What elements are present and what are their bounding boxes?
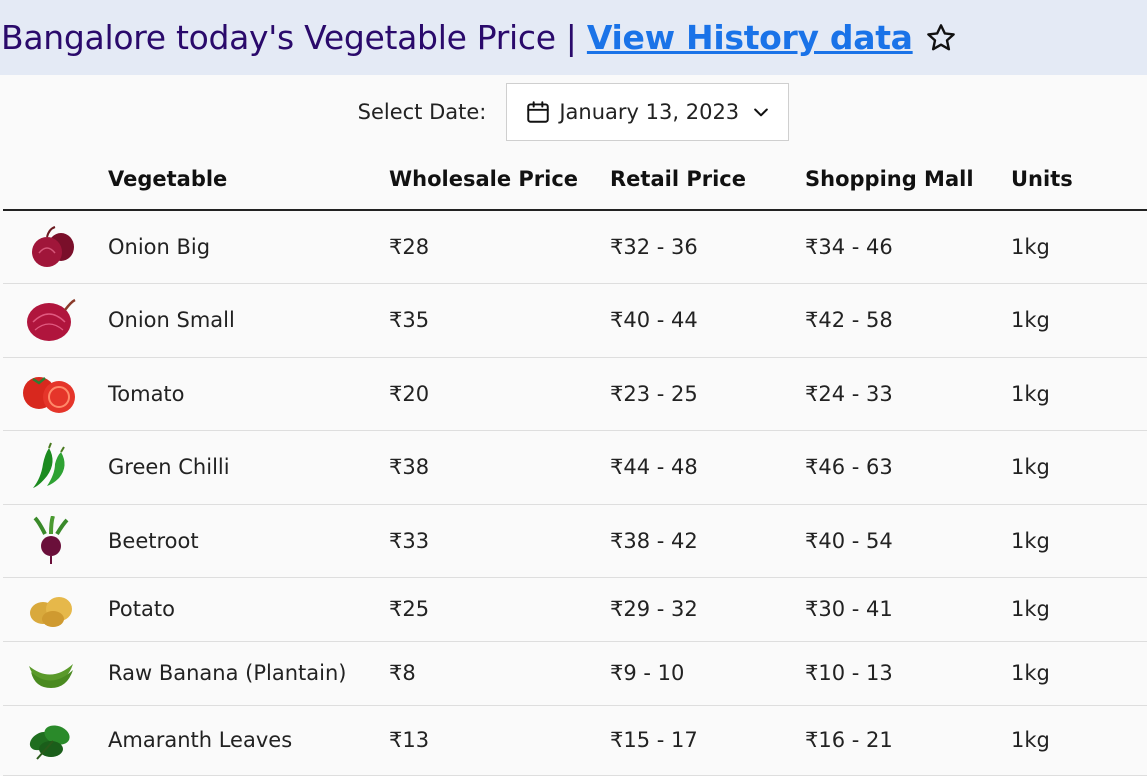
table-row: Raw Banana (Plantain) ₹8 ₹9 - 10 ₹10 - 1… bbox=[3, 641, 1147, 706]
header-mall: Shopping Mall bbox=[805, 149, 1011, 211]
retail-price: ₹44 - 48 bbox=[610, 430, 805, 505]
title-separator: | bbox=[565, 18, 577, 57]
vegetable-name: Onion Big bbox=[108, 210, 389, 284]
table-row: Amaranth Leaves ₹13 ₹15 - 17 ₹16 - 21 1k… bbox=[3, 705, 1147, 776]
page-title: Bangalore today's Vegetable Price bbox=[1, 18, 556, 57]
raw-banana-icon bbox=[29, 664, 73, 688]
vegetable-name: Beetroot bbox=[108, 504, 389, 578]
retail-price: ₹32 - 36 bbox=[610, 210, 805, 284]
date-select-row: Select Date: January 13, 2023 bbox=[0, 75, 1147, 149]
mall-price: ₹10 - 13 bbox=[805, 641, 1011, 706]
table-row: Onion Big ₹28 ₹32 - 36 ₹34 - 46 1kg bbox=[3, 210, 1147, 284]
amaranth-leaves-icon bbox=[29, 725, 70, 760]
retail-price: ₹40 - 44 bbox=[610, 283, 805, 358]
unit: 1kg bbox=[1011, 641, 1147, 706]
wholesale-price: ₹8 bbox=[389, 641, 610, 706]
unit: 1kg bbox=[1011, 210, 1147, 284]
table-row: Potato ₹25 ₹29 - 32 ₹30 - 41 1kg bbox=[3, 577, 1147, 642]
mall-price: ₹46 - 63 bbox=[805, 430, 1011, 505]
unit: 1kg bbox=[1011, 430, 1147, 505]
wholesale-price: ₹20 bbox=[389, 357, 610, 431]
table-row: Beetroot ₹33 ₹38 - 42 ₹40 - 54 1kg bbox=[3, 504, 1147, 578]
price-table: Vegetable Wholesale Price Retail Price S… bbox=[3, 149, 1147, 776]
onion-big-icon bbox=[32, 225, 74, 267]
date-label: Select Date: bbox=[357, 100, 487, 124]
header-retail: Retail Price bbox=[610, 149, 805, 211]
retail-price: ₹38 - 42 bbox=[610, 504, 805, 578]
retail-price: ₹29 - 32 bbox=[610, 577, 805, 642]
mall-price: ₹42 - 58 bbox=[805, 283, 1011, 358]
mall-price: ₹16 - 21 bbox=[805, 705, 1011, 776]
header-vegetable: Vegetable bbox=[108, 149, 389, 211]
wholesale-price: ₹13 bbox=[389, 705, 610, 776]
wholesale-price: ₹28 bbox=[389, 210, 610, 284]
vegetable-name: Amaranth Leaves bbox=[108, 705, 389, 776]
vegetable-name: Onion Small bbox=[108, 283, 389, 358]
mall-price: ₹40 - 54 bbox=[805, 504, 1011, 578]
onion-small-icon bbox=[27, 298, 76, 341]
page-header: Bangalore today's Vegetable Price | View… bbox=[0, 0, 1147, 75]
header-units: Units bbox=[1011, 149, 1147, 211]
table-row: Tomato ₹20 ₹23 - 25 ₹24 - 33 1kg bbox=[3, 357, 1147, 431]
tomato-icon bbox=[23, 376, 75, 413]
unit: 1kg bbox=[1011, 705, 1147, 776]
header-image bbox=[3, 149, 108, 211]
potato-icon bbox=[30, 597, 72, 627]
unit: 1kg bbox=[1011, 283, 1147, 358]
table-row: Onion Small ₹35 ₹40 - 44 ₹42 - 58 1kg bbox=[3, 283, 1147, 358]
unit: 1kg bbox=[1011, 577, 1147, 642]
mall-price: ₹30 - 41 bbox=[805, 577, 1011, 642]
date-picker[interactable]: January 13, 2023 bbox=[506, 83, 790, 141]
table-header-row: Vegetable Wholesale Price Retail Price S… bbox=[3, 149, 1147, 211]
retail-price: ₹23 - 25 bbox=[610, 357, 805, 431]
beetroot-icon bbox=[33, 515, 69, 564]
mall-price: ₹24 - 33 bbox=[805, 357, 1011, 431]
selected-date: January 13, 2023 bbox=[559, 100, 740, 124]
star-icon[interactable] bbox=[925, 22, 957, 54]
calendar-icon bbox=[525, 99, 551, 125]
wholesale-price: ₹35 bbox=[389, 283, 610, 358]
vegetable-name: Raw Banana (Plantain) bbox=[108, 641, 389, 706]
header-wholesale: Wholesale Price bbox=[389, 149, 610, 211]
unit: 1kg bbox=[1011, 504, 1147, 578]
green-chilli-icon bbox=[33, 442, 65, 488]
unit: 1kg bbox=[1011, 357, 1147, 431]
retail-price: ₹9 - 10 bbox=[610, 641, 805, 706]
chevron-down-icon bbox=[751, 102, 771, 122]
wholesale-price: ₹25 bbox=[389, 577, 610, 642]
wholesale-price: ₹33 bbox=[389, 504, 610, 578]
wholesale-price: ₹38 bbox=[389, 430, 610, 505]
mall-price: ₹34 - 46 bbox=[805, 210, 1011, 284]
retail-price: ₹15 - 17 bbox=[610, 705, 805, 776]
table-row: Green Chilli ₹38 ₹44 - 48 ₹46 - 63 1kg bbox=[3, 430, 1147, 505]
view-history-link[interactable]: View History data bbox=[586, 18, 913, 57]
vegetable-name: Tomato bbox=[108, 357, 389, 431]
vegetable-name: Potato bbox=[108, 577, 389, 642]
vegetable-name: Green Chilli bbox=[108, 430, 389, 505]
